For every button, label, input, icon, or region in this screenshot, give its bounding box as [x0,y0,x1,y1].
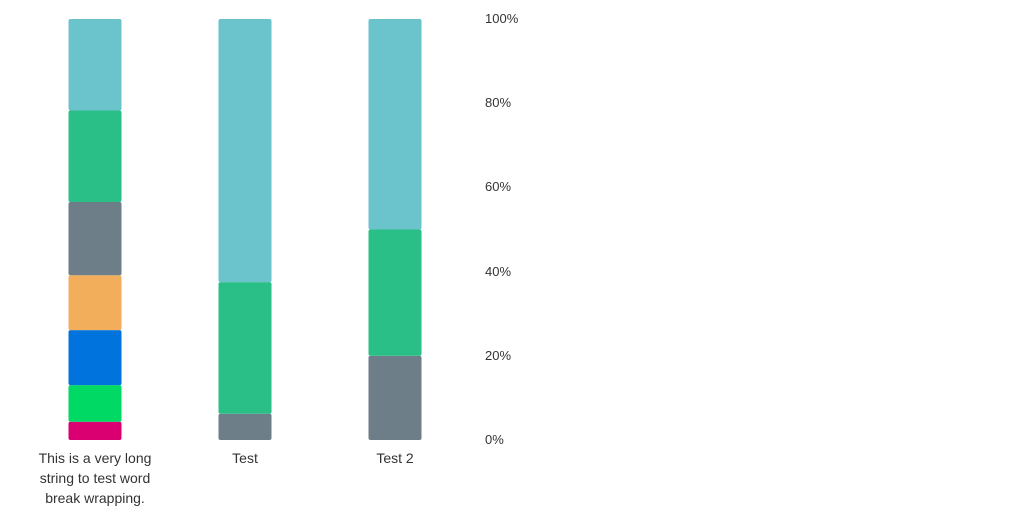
y-tick-label: 40% [485,263,512,279]
y-tick-label: 0% [485,432,504,447]
bar-segment[interactable] [218,413,272,440]
y-tick-label: 100% [485,11,519,26]
bar-segment[interactable] [368,19,422,230]
bar-segment[interactable] [218,19,272,283]
bar-segment[interactable] [68,330,122,386]
y-tick-label: 80% [485,95,512,111]
bar-segment[interactable] [218,282,272,414]
bar-segment[interactable] [68,202,122,276]
bar-segment[interactable] [68,19,122,111]
bar-segment[interactable] [368,229,422,356]
bar-segment[interactable] [68,110,122,203]
bar-segment[interactable] [68,421,122,440]
bar-segment[interactable] [68,275,122,331]
bar-segment[interactable] [368,355,422,440]
y-tick-label: 20% [485,347,512,363]
x-tick-label: Test 2 [376,450,414,466]
bar-segment[interactable] [68,385,122,422]
x-tick-label: This is a very long string to test word … [38,450,152,506]
x-tick-label: Test [232,450,258,466]
y-tick-label: 60% [485,179,512,195]
